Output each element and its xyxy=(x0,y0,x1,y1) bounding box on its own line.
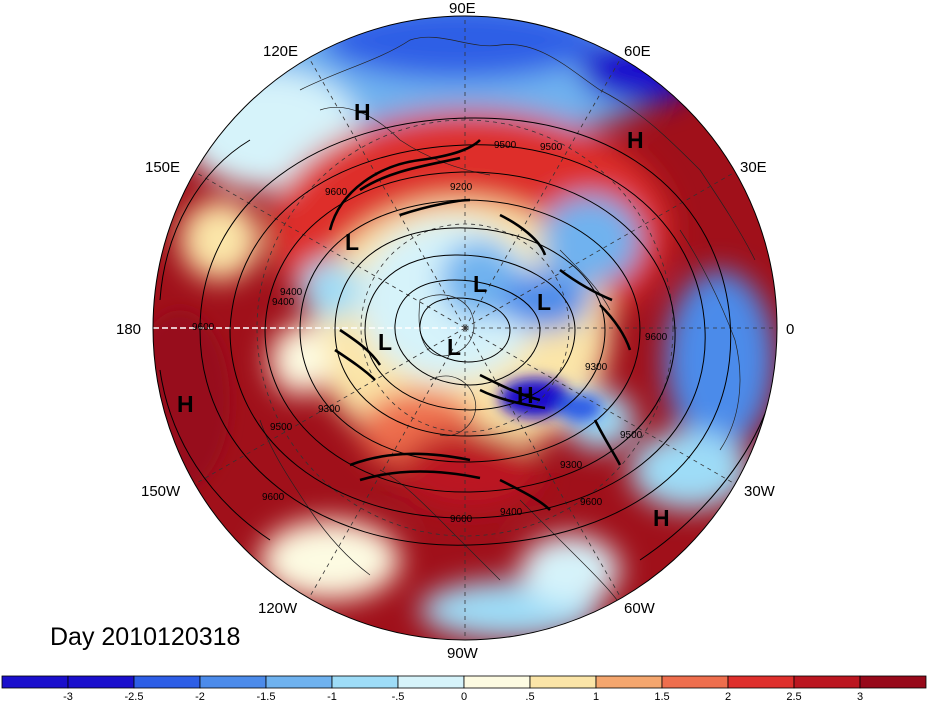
colorbar-box xyxy=(859,675,927,689)
colorbar-tick-label: -1 xyxy=(327,691,337,702)
colorbar-box xyxy=(397,675,465,689)
map-boundary xyxy=(152,15,778,641)
contour-label: 9600 xyxy=(262,492,285,503)
colorbar-tick-label: -2 xyxy=(195,691,205,702)
lon-label-90e: 90E xyxy=(449,0,476,17)
colorbar-tick-label: 2.5 xyxy=(786,691,801,702)
lon-label-120e: 120E xyxy=(263,43,298,60)
day-title: Day 2010120318 xyxy=(50,623,240,651)
jet-contours xyxy=(328,139,632,511)
low-pressure-label: L xyxy=(447,334,461,360)
contour-label: 9200 xyxy=(450,182,473,193)
lon-label-0: 0 xyxy=(786,321,794,338)
colorbar-box xyxy=(1,675,69,689)
lon-label-30e: 30E xyxy=(740,159,767,176)
colorbar-tick-label: 2 xyxy=(725,691,731,702)
colorbar-tick-label: -2.5 xyxy=(125,691,144,702)
colorbar-box xyxy=(331,675,399,689)
lon-label-150w: 150W xyxy=(141,483,181,500)
height-contours xyxy=(159,117,771,561)
longitude-labels: 90E 60E 30E 0 30W 60W 90W 120W 150W 180 … xyxy=(116,0,794,662)
high-pressure-label: H xyxy=(517,382,534,408)
contour-label: 9600 xyxy=(645,332,668,343)
contour-label: 9300 xyxy=(585,362,608,373)
contour-label: 9500 xyxy=(494,140,517,151)
contour-label: 9600 xyxy=(580,497,603,508)
lon-label-60w: 60W xyxy=(624,600,656,617)
colorbar-box xyxy=(463,675,531,689)
high-pressure-label: H xyxy=(653,505,670,531)
low-pressure-label: L xyxy=(537,289,551,315)
contour-labels: 9500 9500 9200 9400 9600 9300 9600 9600 … xyxy=(192,140,668,525)
colorbar-tick-label: -.5 xyxy=(392,691,405,702)
colorbar-box xyxy=(793,675,861,689)
colorbar-tick-label: 1 xyxy=(593,691,599,702)
colorbar-tick-label: -1.5 xyxy=(257,691,276,702)
lon-label-60e: 60E xyxy=(624,43,651,60)
lon-label-30w: 30W xyxy=(744,483,776,500)
colorbar-box xyxy=(67,675,135,689)
lon-label-150e: 150E xyxy=(145,159,180,176)
colorbar-box xyxy=(265,675,333,689)
contour-label: 9300 xyxy=(318,404,341,415)
pressure-centers: H H H H H L L L L L xyxy=(177,99,670,531)
contour-label: 9600 xyxy=(450,514,473,525)
colorbar-box xyxy=(661,675,729,689)
lon-label-120w: 120W xyxy=(258,600,298,617)
colorbar-box xyxy=(529,675,597,689)
low-pressure-label: L xyxy=(378,329,392,355)
contour-label: 9500 xyxy=(620,430,643,441)
anomaly-field xyxy=(153,16,777,640)
contour-label: 9400 xyxy=(500,507,523,518)
lon-label-180: 180 xyxy=(116,321,141,338)
colorbar-tick-label: .5 xyxy=(525,691,534,702)
contour-label: 9600 xyxy=(192,322,215,333)
contour-label: 9400 xyxy=(272,297,295,308)
high-pressure-label: H xyxy=(627,127,644,153)
contour-label: 9500 xyxy=(270,422,293,433)
colorbar-tick-label: 0 xyxy=(461,691,467,702)
colorbar-tick-label: 3 xyxy=(857,691,863,702)
low-pressure-label: L xyxy=(473,271,487,297)
high-pressure-label: H xyxy=(354,99,371,125)
colorbar-box xyxy=(199,675,267,689)
colorbar-box xyxy=(133,675,201,689)
contour-label: 9500 xyxy=(540,142,563,153)
colorbar-tick-label: 1.5 xyxy=(654,691,669,702)
contour-label: 9400 xyxy=(280,287,303,298)
colorbar-box xyxy=(727,675,795,689)
low-pressure-label: L xyxy=(345,229,359,255)
colorbar-box xyxy=(595,675,663,689)
contour-label: 9300 xyxy=(560,460,583,471)
high-pressure-label: H xyxy=(177,391,194,417)
colorbar-tick-label: -3 xyxy=(63,691,73,702)
contour-label: 9600 xyxy=(325,187,348,198)
lon-label-90w: 90W xyxy=(447,645,479,662)
colorbar: -3 -2.5 -2 -1.5 -1 -.5 0 .5 1 1.5 2 2.5 3 xyxy=(1,675,927,702)
